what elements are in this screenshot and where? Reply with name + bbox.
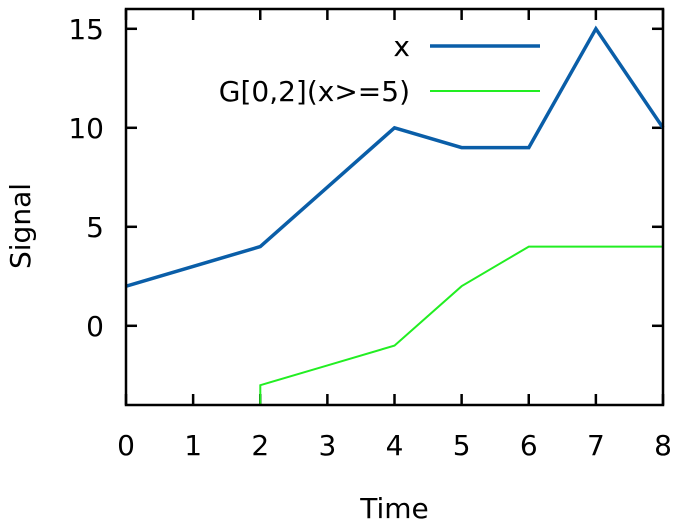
x-tick-label: 4 — [386, 429, 404, 462]
x-axis-label: Time — [359, 492, 429, 525]
y-tick-label: 10 — [68, 112, 104, 145]
series-lines — [125, 25, 665, 405]
x-tick-label: 6 — [520, 429, 538, 462]
legend-label: x — [393, 30, 410, 63]
x-tick-label: 7 — [587, 429, 605, 462]
tick-labels: 0 1 2 3 4 5 6 7 8 0 5 10 15 — [68, 13, 672, 462]
legend: x G[0,2](x>=5) — [219, 30, 540, 108]
legend-label: G[0,2](x>=5) — [219, 75, 410, 108]
x-tick-label: 8 — [654, 429, 672, 462]
x-tick-label: 1 — [184, 429, 202, 462]
series-line-1 — [259, 245, 663, 405]
y-axis-label: Signal — [4, 183, 37, 269]
x-tick-label: 2 — [251, 429, 269, 462]
y-tick-label: 15 — [68, 13, 104, 46]
y-tick-label: 5 — [86, 211, 104, 244]
plot-frame — [124, 7, 665, 407]
x-tick-label: 5 — [453, 429, 471, 462]
y-tick-label: 0 — [86, 310, 104, 343]
x-tick-label: 0 — [117, 429, 135, 462]
x-tick-label: 3 — [318, 429, 336, 462]
series-line-0 — [125, 25, 665, 288]
